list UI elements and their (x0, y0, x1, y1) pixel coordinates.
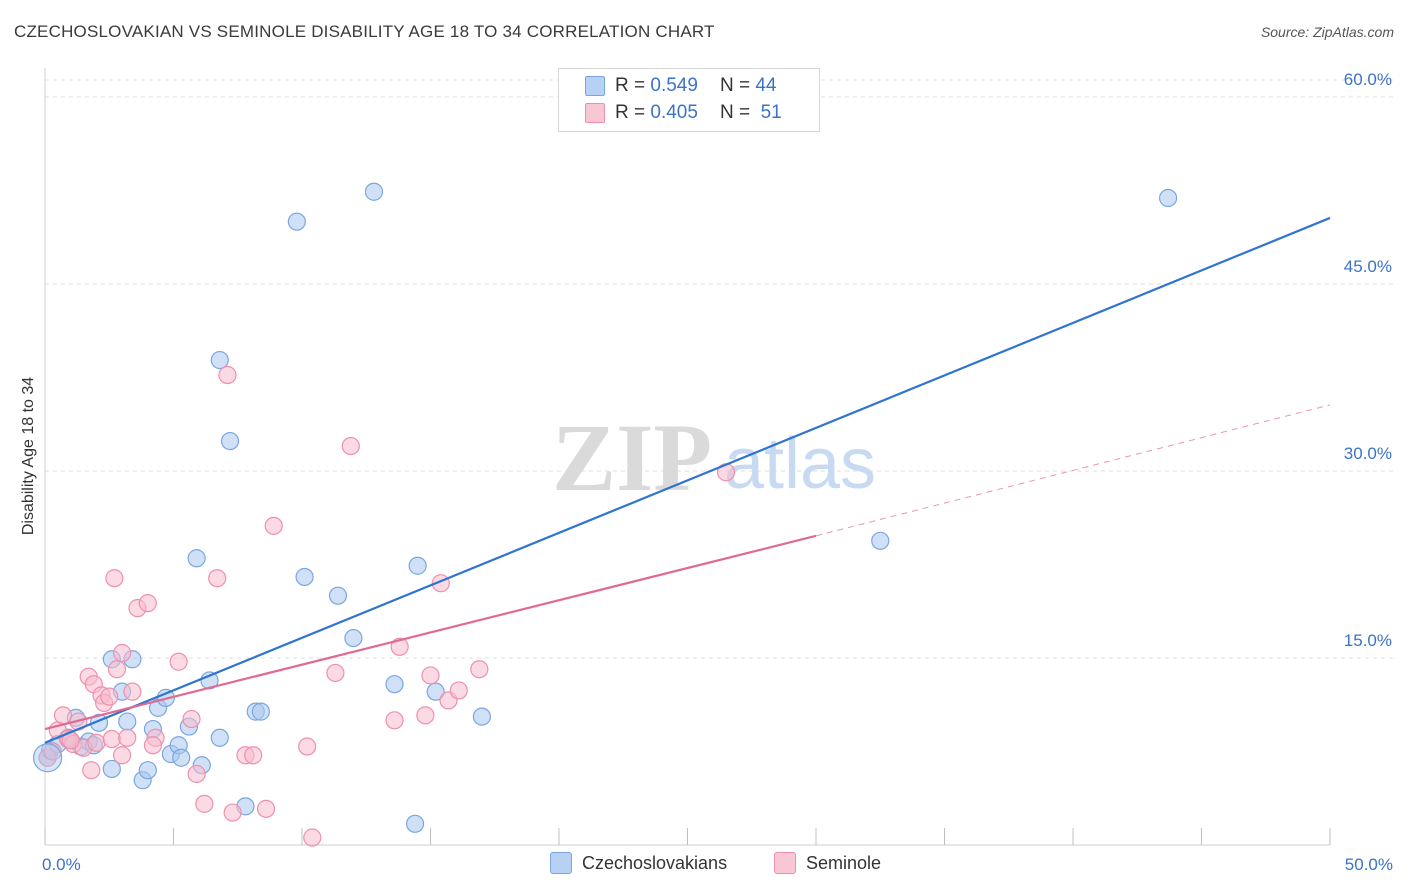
point-seminole (218, 365, 237, 385)
point-czechoslovakian (1158, 188, 1178, 208)
point-czechoslovakian (187, 549, 206, 568)
series-legend-czechoslovakians[interactable]: Czechoslovakians (550, 852, 727, 874)
point-seminole (195, 794, 214, 813)
y-tick-label: 45.0% (1344, 257, 1392, 276)
y-tick-label: 15.0% (1344, 631, 1392, 650)
point-czechoslovakian (472, 707, 491, 726)
legend-swatch-blue (585, 76, 605, 96)
point-seminole (244, 746, 263, 765)
point-seminole (143, 736, 163, 755)
series-swatch-pink (774, 852, 796, 874)
point-seminole (182, 709, 201, 729)
point-seminole (138, 594, 157, 613)
point-czechoslovakian (344, 628, 363, 648)
point-czechoslovakian (172, 748, 191, 767)
point-czechoslovakian (871, 531, 890, 550)
point-seminole (326, 663, 345, 683)
point-seminole (112, 746, 132, 765)
legend-r-label: R = (615, 102, 646, 123)
point-czechoslovakian (138, 761, 157, 780)
point-seminole (102, 729, 121, 749)
point-seminole (256, 799, 276, 818)
legend-r-label: R = (615, 75, 646, 96)
point-seminole (223, 803, 242, 822)
point-seminole (107, 660, 127, 679)
point-czechoslovakian (364, 182, 384, 201)
point-seminole (87, 733, 106, 752)
trend-line-seminole-extrapolated (815, 404, 1331, 537)
watermark: ZIP atlas (552, 404, 876, 511)
y-axis-title: Disability Age 18 to 34 (20, 377, 37, 535)
point-seminole (449, 681, 468, 700)
point-czechoslovakian (328, 586, 348, 605)
legend-row-czechoslovakians: R = 0.549 N = 44 (585, 75, 776, 97)
legend-r-value: 0.549 (650, 75, 698, 96)
point-seminole (169, 652, 188, 671)
point-czechoslovakian (405, 814, 425, 833)
source-label: Source: ZipAtlas.com (1260, 24, 1394, 40)
point-seminole (390, 637, 409, 656)
watermark-zip: ZIP (552, 404, 712, 511)
axes (44, 68, 1331, 846)
y-tick-label: 60.0% (1344, 70, 1392, 89)
trend-line-seminole (44, 534, 817, 731)
point-seminole (470, 660, 489, 679)
legend-n-label: N = (719, 75, 751, 96)
point-seminole (208, 569, 227, 588)
point-czechoslovakian-cluster (32, 743, 63, 773)
trend-line-czechoslovakians (44, 216, 1331, 744)
point-czechoslovakian (102, 759, 121, 779)
legend-row-seminole: R = 0.405 N = 51 (585, 102, 782, 124)
point-seminole (100, 687, 119, 706)
x-tick-label: 0.0% (42, 855, 81, 874)
legend-r-value: 0.405 (650, 102, 698, 123)
legend-swatch-pink (585, 103, 605, 123)
legend-n-label: N = (719, 102, 751, 123)
point-czechoslovakian (287, 212, 306, 231)
point-czechoslovakian (295, 567, 314, 587)
grid-lines (45, 79, 1395, 659)
point-seminole (385, 711, 404, 730)
point-seminole (303, 828, 322, 847)
point-seminole (298, 737, 317, 756)
point-czechoslovakian (385, 675, 404, 694)
point-seminole (112, 643, 132, 663)
y-tick-label: 30.0% (1344, 444, 1392, 463)
point-seminole (123, 682, 142, 701)
correlation-legend: R = 0.549 N = 44 R = 0.405 N = 51 (558, 68, 820, 132)
point-seminole (82, 761, 101, 780)
legend-n-value: 51 (760, 102, 782, 123)
point-seminole (187, 764, 206, 784)
point-czechoslovakian (426, 682, 445, 701)
tick-labels: 15.0% 30.0% 45.0% 60.0% 0.0% 50.0% Disability … (20, 70, 1393, 874)
point-seminole (105, 569, 124, 588)
point-czechoslovakian (210, 728, 229, 747)
chart-title: CZECHOSLOVAKIAN VS SEMINOLE DISABILITY A… (14, 22, 715, 41)
series-label: Czechoslovakians (582, 852, 728, 873)
point-seminole (53, 706, 73, 725)
point-seminole (264, 516, 283, 535)
series-legend: Czechoslovakians Seminole (0, 852, 1406, 876)
point-czechoslovakian (408, 556, 427, 575)
series-label: Seminole (806, 852, 882, 873)
point-seminole (416, 706, 435, 725)
point-czechoslovakian (220, 431, 240, 451)
legend-n-value: 44 (755, 75, 777, 96)
watermark-atlas: atlas (724, 424, 876, 504)
data-points (32, 182, 1178, 847)
series-legend-seminole[interactable]: Seminole (774, 852, 881, 874)
point-seminole (341, 436, 360, 456)
trend-lines (44, 216, 1331, 744)
point-czechoslovakian (210, 350, 229, 370)
series-swatch-blue (550, 852, 572, 874)
point-czechoslovakian (118, 712, 137, 731)
x-tick-label: 50.0% (1345, 855, 1393, 874)
point-czechoslovakian (251, 702, 270, 721)
point-seminole (118, 728, 137, 747)
point-seminole (421, 666, 440, 685)
